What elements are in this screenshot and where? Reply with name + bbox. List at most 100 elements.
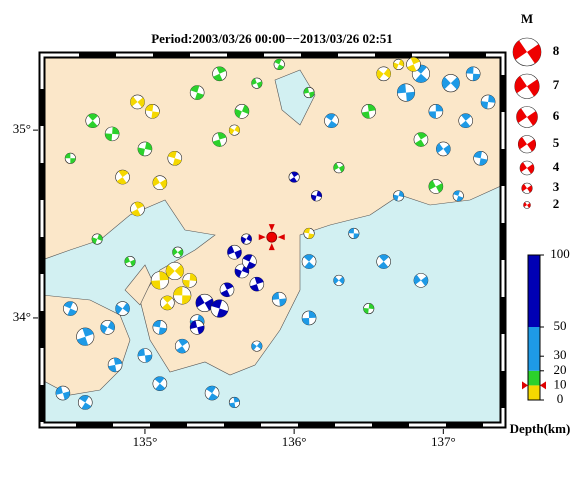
magnitude-title: M — [521, 11, 533, 26]
ball-quadrant — [159, 179, 167, 189]
focal-mechanism — [393, 58, 405, 70]
ball-quadrant — [378, 261, 389, 269]
ball-quadrant — [246, 234, 252, 242]
ball-quadrant — [256, 341, 263, 350]
y-tick-label: 35° — [13, 121, 31, 136]
ball-quadrant — [397, 83, 407, 94]
ball-quadrant — [527, 139, 536, 152]
focal-mechanism — [406, 57, 421, 72]
colorbar-segment — [528, 255, 540, 327]
ball-quadrant — [251, 78, 257, 86]
ball-quadrant — [303, 228, 310, 234]
ball-quadrant — [460, 120, 471, 128]
ball-quadrant — [309, 91, 315, 98]
ball-quadrant — [250, 284, 259, 292]
magnitude-label: 5 — [553, 135, 560, 150]
ball-quadrant — [428, 180, 436, 190]
focal-mechanism — [91, 233, 103, 245]
focal-mechanism — [413, 132, 429, 147]
ball-quadrant — [241, 236, 247, 244]
ball-quadrant — [246, 261, 256, 269]
ball-quadrant — [398, 59, 404, 67]
focal-mechanism — [172, 246, 184, 258]
ball-quadrant — [406, 91, 415, 102]
focal-mechanism — [376, 254, 391, 269]
focal-mechanism — [115, 169, 130, 185]
ball-quadrant — [308, 310, 317, 318]
focal-mechanism — [396, 83, 416, 102]
focal-mechanism — [63, 301, 78, 316]
ball-quadrant — [435, 104, 443, 112]
ball-quadrant — [229, 402, 236, 408]
ball-quadrant — [182, 279, 190, 288]
ball-quadrant — [178, 339, 189, 347]
colorbar-tick-label: 50 — [554, 318, 567, 333]
ball-quadrant — [82, 327, 94, 337]
ball-quadrant — [428, 111, 436, 119]
ball-quadrant — [363, 308, 369, 314]
ball-quadrant — [302, 317, 310, 325]
ball-quadrant — [55, 386, 63, 395]
highlight-event — [258, 224, 285, 251]
ball-quadrant — [137, 348, 145, 357]
events — [55, 57, 496, 410]
focal-mechanism — [376, 66, 391, 82]
ball-quadrant — [473, 151, 482, 159]
ball-quadrant — [361, 111, 370, 119]
ball-quadrant — [174, 264, 184, 278]
ball-quadrant — [413, 274, 421, 285]
ball-quadrant — [97, 234, 103, 241]
focal-mechanism — [137, 141, 153, 157]
ball-quadrant — [276, 64, 284, 70]
ball-quadrant — [289, 177, 297, 183]
ball-quadrant — [166, 264, 175, 278]
focal-mechanism — [465, 66, 481, 82]
lake — [274, 69, 316, 126]
focal-mechanism — [251, 77, 263, 89]
focal-mechanism — [189, 320, 205, 335]
ball-quadrant — [241, 104, 249, 114]
ball-quadrant — [217, 132, 227, 140]
depth-marker-left — [522, 381, 528, 390]
focal-mechanism — [240, 233, 252, 245]
x-tick-label: 136° — [282, 434, 307, 449]
focal-mechanism — [160, 295, 175, 311]
focal-mechanism — [523, 201, 531, 209]
focal-mechanism — [273, 58, 285, 70]
ball-quadrant — [212, 139, 222, 147]
ball-quadrant — [398, 190, 404, 198]
ball-quadrant — [159, 271, 169, 281]
ball-quadrant — [514, 76, 527, 94]
ball-quadrant — [227, 245, 235, 255]
focal-mechanism — [348, 227, 360, 239]
ball-quadrant — [87, 120, 98, 128]
ball-quadrant — [415, 139, 425, 147]
ball-quadrant — [272, 292, 280, 300]
ball-quadrant — [233, 397, 240, 403]
ball-quadrant — [223, 282, 234, 290]
focal-mechanism — [130, 201, 145, 217]
focal-mechanism — [393, 190, 405, 202]
ball-quadrant — [208, 393, 218, 401]
ball-quadrant — [70, 158, 76, 164]
ball-quadrant — [118, 170, 129, 178]
focal-mechanism — [228, 396, 241, 409]
ball-quadrant — [216, 308, 228, 318]
ball-quadrant — [144, 354, 152, 363]
ball-quadrant — [172, 158, 182, 166]
focal-mechanism — [413, 273, 429, 288]
focal-mechanism — [189, 85, 205, 100]
depth-marker-right — [540, 381, 546, 390]
ball-quadrant — [325, 113, 336, 121]
ball-quadrant — [333, 163, 339, 171]
focal-mechanism — [77, 395, 93, 410]
ball-quadrant — [527, 79, 540, 97]
ball-quadrant — [65, 153, 71, 159]
focal-mechanism — [452, 190, 464, 202]
ball-quadrant — [234, 125, 240, 133]
ball-quadrant — [327, 120, 338, 128]
focal-mechanism — [227, 244, 242, 260]
focal-mechanism — [152, 175, 168, 191]
ball-quadrant — [151, 111, 160, 119]
ball-quadrant — [393, 62, 399, 70]
